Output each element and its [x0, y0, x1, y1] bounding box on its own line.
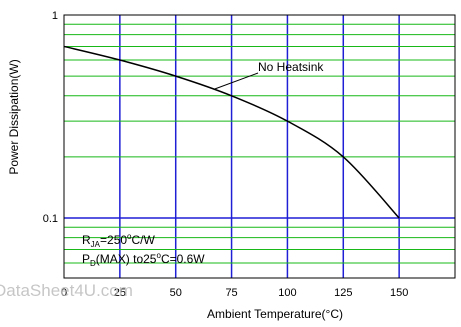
watermark-text: DataSheet4U.com — [0, 281, 133, 300]
pd-text1: (MAX) to25 — [96, 252, 157, 266]
annotation-no-heatsink: No Heatsink — [213, 60, 324, 90]
y-tick-labels: 0.11 — [43, 10, 58, 225]
annotation-label: No Heatsink — [258, 60, 324, 74]
pd-degree: o — [156, 251, 161, 260]
y-axis-label: Power Dissipation(W) — [7, 59, 21, 174]
x-tick-label: 150 — [390, 287, 408, 299]
plot-frame — [63, 14, 456, 279]
pd-text2: C=0.6W — [161, 252, 205, 266]
x-tick-label: 100 — [278, 287, 296, 299]
series-layer — [63, 45, 400, 219]
x-tick-labels: 0 25 50 75 100 125 150 — [61, 287, 408, 299]
x-tick-label: 125 — [334, 287, 352, 299]
rja-value: =250 — [100, 233, 127, 247]
pd-note: PD(MAX) to25oC=0.6W — [82, 251, 205, 268]
vertical-grid — [119, 15, 400, 278]
annotation-pointer — [213, 72, 259, 90]
rja-degree: o — [127, 232, 132, 241]
rja-note: RJA=250oC/W — [82, 232, 156, 249]
y-tick-label: 1 — [52, 10, 58, 22]
x-tick-label: 50 — [170, 287, 182, 299]
series-line-no-heatsink — [63, 45, 400, 219]
rja-subscript: JA — [91, 240, 101, 249]
rja-unit: C/W — [132, 233, 156, 247]
pd-symbol: P — [82, 252, 90, 266]
y-tick-label: 0.1 — [43, 213, 58, 225]
notes-box: RJA=250oC/W PD(MAX) to25oC=0.6W — [82, 232, 205, 268]
x-axis-label: Ambient Temperature(°C) — [207, 307, 343, 321]
x-tick-label: 25 — [114, 287, 126, 299]
pd-subscript: D — [90, 259, 96, 268]
x-tick-label: 75 — [225, 287, 237, 299]
horizontal-grid — [64, 23, 455, 264]
x-tick-label: 0 — [61, 287, 67, 299]
rja-symbol: R — [82, 233, 91, 247]
